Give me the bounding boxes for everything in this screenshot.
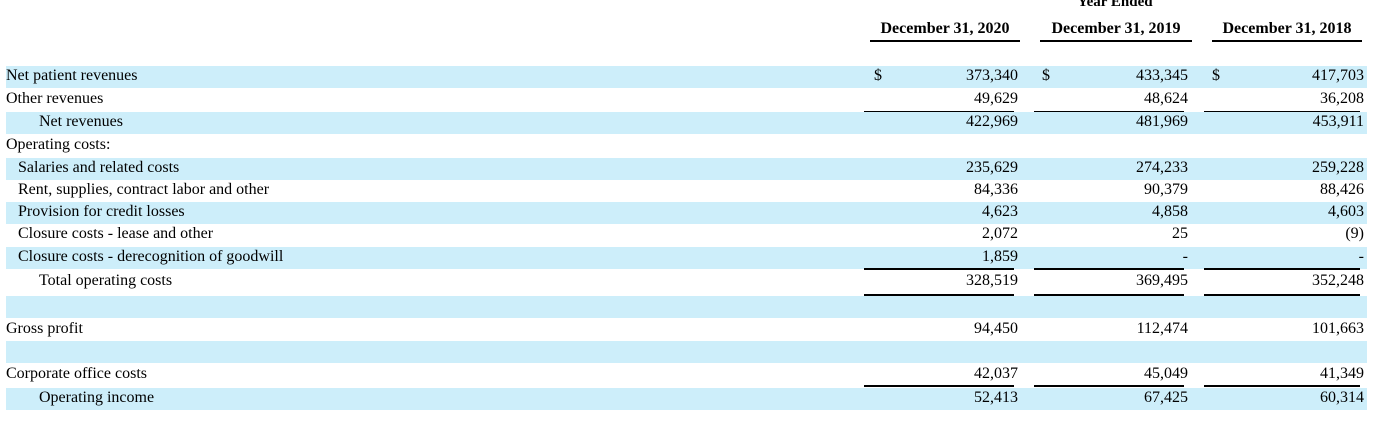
cell-value: 4,858	[1152, 203, 1188, 220]
total-rule	[1034, 294, 1184, 296]
table-row-other-revenues: Other revenues 49,629 48,624 36,208	[6, 89, 1367, 111]
cell-value: 453,911	[1312, 113, 1364, 130]
subtotal-rule	[864, 111, 1014, 112]
table-row-closure-lease: Closure costs - lease and other 2,072 25…	[6, 224, 1367, 246]
cell-value: 48,624	[1144, 90, 1188, 107]
column-header-2020: December 31, 2020	[870, 20, 1020, 42]
table-row-net-patient-revenues: Net patient revenues $ $ $ 373,340 433,3…	[6, 66, 1367, 88]
currency-symbol: $	[874, 67, 882, 84]
currency-symbol: $	[1042, 67, 1050, 84]
cell-value: -	[1358, 248, 1364, 265]
row-label: Gross profit	[6, 320, 83, 337]
cell-value: 2,072	[982, 225, 1018, 242]
cell-value: 41,349	[1320, 365, 1364, 382]
row-label: Operating costs:	[6, 136, 111, 153]
subtotal-rule	[1034, 111, 1184, 112]
table-row-rent-supplies: Rent, supplies, contract labor and other…	[6, 180, 1367, 202]
cell-value: 369,495	[1136, 272, 1188, 289]
cell-value: 417,703	[1312, 67, 1364, 84]
cell-value: 235,629	[966, 159, 1018, 176]
cell-value: 4,623	[982, 203, 1018, 220]
cell-value: 373,340	[966, 67, 1018, 84]
table-row-gross-profit: Gross profit 94,450 112,474 101,663	[6, 319, 1367, 341]
cell-value: 25	[1172, 225, 1188, 242]
subtotal-rule	[1034, 385, 1184, 387]
table-row-closure-goodwill: Closure costs - derecognition of goodwil…	[6, 247, 1367, 269]
column-header-2019: December 31, 2019	[1040, 20, 1192, 42]
cell-value: 101,663	[1312, 320, 1364, 337]
table-row-operating-costs-heading: Operating costs:	[6, 135, 1367, 157]
row-label: Total operating costs	[39, 272, 173, 289]
total-rule	[864, 294, 1014, 296]
cell-value: 259,228	[1312, 159, 1364, 176]
cell-value: 422,969	[966, 113, 1018, 130]
row-label: Net patient revenues	[6, 67, 138, 84]
subtotal-rule	[864, 268, 1014, 270]
row-label: Salaries and related costs	[18, 159, 180, 176]
cell-value: 112,474	[1136, 320, 1188, 337]
row-label: Closure costs - derecognition of goodwil…	[18, 248, 284, 265]
row-label: Other revenues	[6, 90, 104, 107]
subtotal-rule	[1034, 268, 1184, 270]
total-rule	[1204, 294, 1360, 296]
subtotal-rule	[1204, 268, 1360, 270]
cell-value: 84,336	[974, 181, 1018, 198]
subtotal-rule	[1204, 385, 1360, 387]
column-header-2018: December 31, 2018	[1212, 20, 1362, 42]
cell-value: 4,603	[1328, 203, 1364, 220]
cell-value: 45,049	[1144, 365, 1188, 382]
cell-value: 481,969	[1136, 113, 1188, 130]
row-label: Corporate office costs	[6, 365, 147, 382]
row-label: Net revenues	[39, 113, 123, 130]
cell-value: 274,233	[1136, 159, 1188, 176]
row-label: Provision for credit losses	[18, 203, 185, 220]
table-row-net-revenues: Net revenues 422,969 481,969 453,911	[6, 112, 1367, 134]
cell-value: 433,345	[1136, 67, 1188, 84]
table-row-total-operating-costs: Total operating costs 328,519 369,495 35…	[6, 271, 1367, 293]
cell-value: -	[1182, 248, 1188, 265]
table-row-spacer	[6, 341, 1367, 363]
subtotal-rule	[864, 385, 1014, 387]
table-row-corporate-office-costs: Corporate office costs 42,037 45,049 41,…	[6, 364, 1367, 386]
cell-value: 352,248	[1312, 272, 1364, 289]
row-label: Operating income	[39, 389, 155, 406]
cell-value: 60,314	[1320, 389, 1364, 406]
cell-value: 328,519	[966, 272, 1018, 289]
cell-value: 49,629	[974, 90, 1018, 107]
cell-value: 90,379	[1144, 181, 1188, 198]
cell-value: 42,037	[974, 365, 1018, 382]
row-label: Closure costs - lease and other	[18, 225, 214, 242]
table-row-operating-income: Operating income 52,413 67,425 60,314	[6, 388, 1367, 410]
row-label: Rent, supplies, contract labor and other	[18, 181, 270, 198]
period-header: Year Ended	[1077, 0, 1153, 10]
currency-symbol: $	[1212, 67, 1220, 84]
cell-value: 1,859	[982, 248, 1018, 265]
cell-value: (9)	[1345, 225, 1364, 242]
table-row-salaries: Salaries and related costs 235,629 274,2…	[6, 158, 1367, 180]
table-row-spacer	[6, 296, 1367, 318]
subtotal-rule	[1204, 111, 1360, 112]
table-row-provision-credit-losses: Provision for credit losses 4,623 4,858 …	[6, 202, 1367, 224]
cell-value: 52,413	[974, 389, 1018, 406]
cell-value: 67,425	[1144, 389, 1188, 406]
cell-value: 88,426	[1320, 181, 1364, 198]
cell-value: 36,208	[1320, 90, 1364, 107]
cell-value: 94,450	[974, 320, 1018, 337]
